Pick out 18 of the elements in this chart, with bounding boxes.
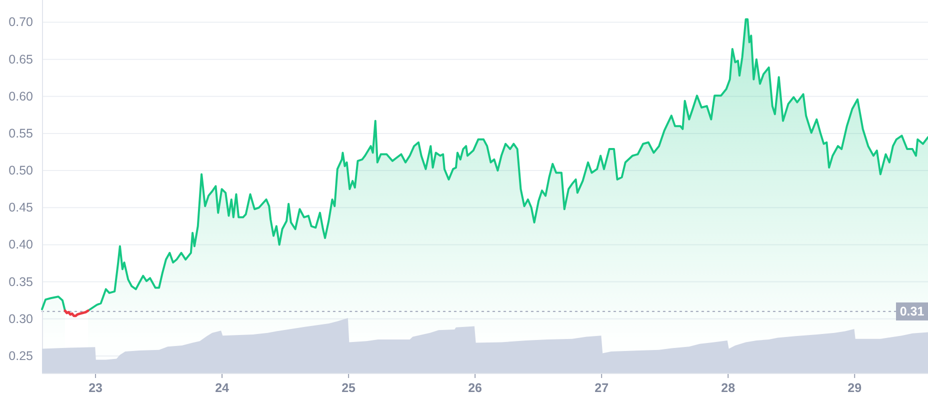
x-tick-label: 25 xyxy=(342,381,356,395)
x-tick-label: 28 xyxy=(721,381,736,395)
x-tick-label: 24 xyxy=(215,381,230,395)
y-tick-label: 0.60 xyxy=(8,89,34,104)
x-tick-label: 26 xyxy=(468,381,482,395)
y-tick-label: 0.55 xyxy=(8,126,34,140)
ref-line-label: 0.31 xyxy=(900,304,924,318)
y-tick-label: 0.25 xyxy=(8,348,34,363)
y-tick-label: 0.35 xyxy=(8,274,34,289)
x-tick-label: 29 xyxy=(848,381,862,395)
y-tick-label: 0.45 xyxy=(8,200,34,215)
y-tick-label: 0.65 xyxy=(8,52,34,66)
y-tick-label: 0.50 xyxy=(8,164,34,178)
y-tick-label: 0.40 xyxy=(8,238,34,252)
x-tick-label: 23 xyxy=(88,381,103,395)
y-tick-label: 0.30 xyxy=(8,312,34,326)
x-tick-label: 27 xyxy=(594,381,609,395)
y-tick-label: 0.70 xyxy=(8,15,34,30)
